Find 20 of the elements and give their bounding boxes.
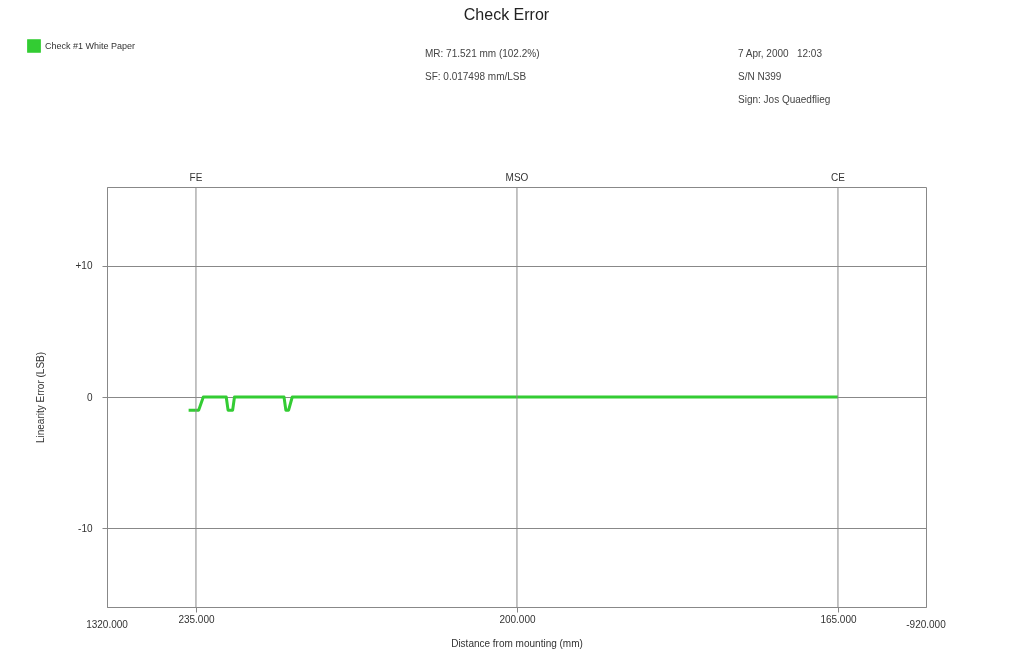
text: MR: 71.521 mm (102.2%) bbox=[425, 48, 540, 59]
y-axis-title: Linearity Error (LSB) bbox=[34, 351, 46, 444]
text: -920.000 bbox=[906, 619, 947, 630]
text: 7 Apr, 2000 12:03 bbox=[738, 48, 822, 59]
ref-line-label: CE bbox=[831, 172, 846, 183]
ref-line-label: MSO bbox=[505, 172, 529, 183]
ref-line-label: FE bbox=[189, 172, 203, 183]
x-axis-title: Distance from mounting (mm) bbox=[451, 637, 583, 649]
text: Sign: Jos Quaedflieg bbox=[738, 94, 831, 105]
chart-title: Check Error bbox=[462, 6, 551, 24]
y-tick-label: 0 bbox=[86, 391, 93, 403]
text: SF: 0.017498 mm/LSB bbox=[425, 71, 527, 82]
text: S/N N399 bbox=[738, 71, 782, 82]
x-tick-label: 235.000 bbox=[178, 613, 215, 625]
legend-label: Check #1 White Paper bbox=[45, 41, 136, 51]
text: 1320.000 bbox=[86, 619, 129, 630]
y-tick-label: -10 bbox=[78, 522, 93, 534]
y-tick-label: +10 bbox=[75, 260, 93, 272]
x-tick-label: 165.000 bbox=[820, 613, 857, 625]
x-tick-label: 200.000 bbox=[499, 613, 536, 625]
